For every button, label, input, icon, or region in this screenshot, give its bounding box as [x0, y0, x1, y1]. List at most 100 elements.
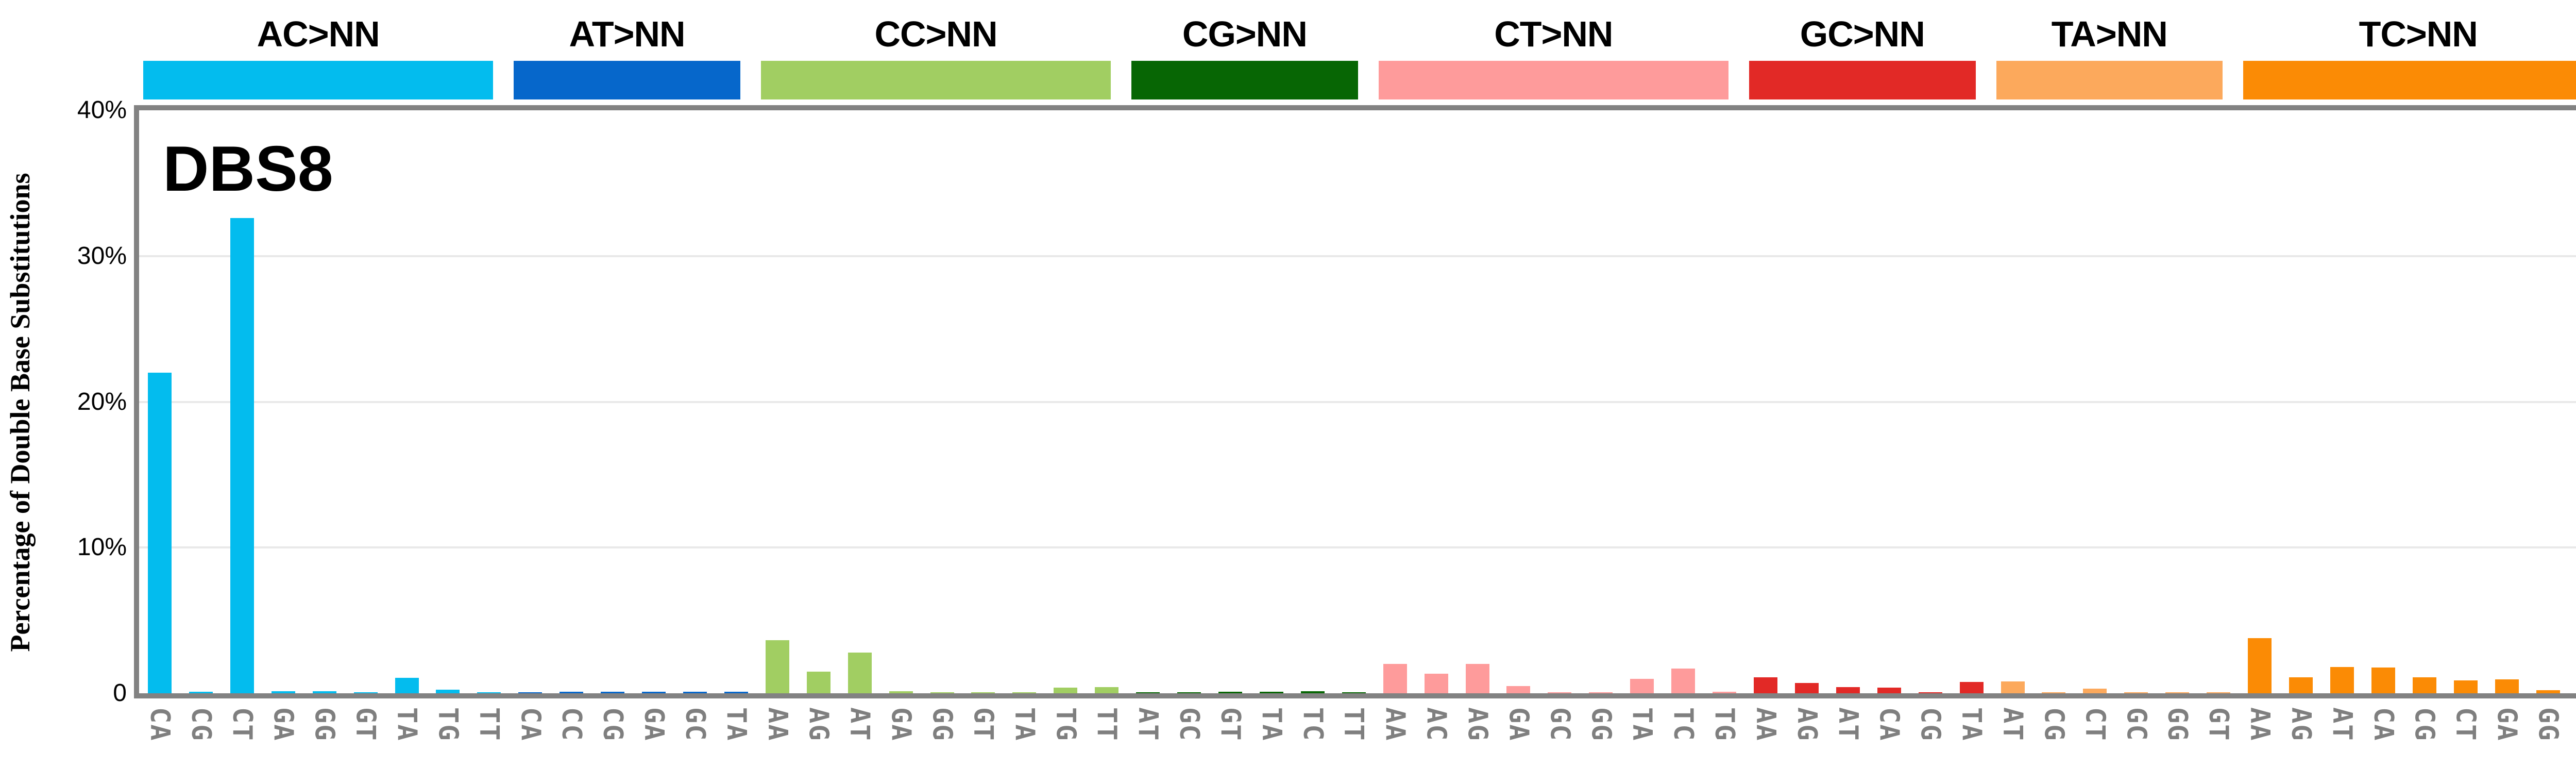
- y-tick-label-10%: 10%: [77, 533, 127, 561]
- x-tick-label-CT>NN-GA: GA: [1503, 707, 1534, 742]
- bar-GC>NN-CA: [1877, 688, 1901, 693]
- bar-AC>NN-GA: [271, 691, 295, 693]
- y-tick-label-0: 0: [113, 679, 127, 707]
- bar-AC>NN-TA: [395, 678, 419, 693]
- x-tick-label-CG>NN-TC: TC: [1297, 707, 1328, 742]
- x-tick-label-CT>NN-TA: TA: [1626, 707, 1658, 742]
- bar-GC>NN-AA: [1753, 677, 1777, 693]
- x-tick-label-TC>NN-CT: CT: [2450, 707, 2481, 742]
- x-tick-label-TA>NN-GC: GC: [2121, 707, 2152, 742]
- bar-TC>NN-GA: [2495, 679, 2519, 693]
- x-tick-label-CG>NN-TA: TA: [1256, 707, 1287, 742]
- bar-CT>NN-TG: [1713, 692, 1737, 693]
- x-tick-label-TC>NN-GA: GA: [2491, 707, 2522, 742]
- x-tick-label-CG>NN-AT: AT: [1132, 707, 1164, 742]
- x-tick-label-AT>NN-CG: CG: [597, 707, 629, 742]
- x-tick-label-GC>NN-TA: TA: [1956, 707, 1987, 742]
- bar-TC>NN-GG: [2536, 690, 2560, 693]
- x-tick-label-AC>NN-GG: GG: [309, 707, 340, 742]
- gridline-30%: [139, 255, 2576, 257]
- group-header-label-AC>NN: AC>NN: [257, 14, 380, 54]
- x-tick-label-AC>NN-TT: TT: [473, 707, 505, 742]
- x-tick-label-AC>NN-CG: CG: [185, 707, 216, 742]
- bar-CT>NN-GG: [1589, 692, 1613, 693]
- x-tick-label-CC>NN-TA: TA: [1009, 707, 1040, 742]
- x-tick-label-CC>NN-AT: AT: [844, 707, 875, 742]
- bar-CT>NN-AA: [1383, 664, 1407, 693]
- x-tick-label-TA>NN-AT: AT: [1997, 707, 2028, 742]
- bar-AC>NN-GT: [353, 692, 378, 693]
- signature-title: DBS8: [163, 134, 333, 205]
- bar-CC>NN-TA: [1012, 692, 1037, 693]
- x-tick-label-AC>NN-GT: GT: [350, 707, 381, 742]
- x-tick-label-GC>NN-AT: AT: [1832, 707, 1863, 742]
- bar-AC>NN-GG: [312, 691, 336, 693]
- bar-AC>NN-CA: [147, 372, 172, 693]
- x-tick-label-GC>NN-AG: AG: [1791, 707, 1822, 742]
- x-tick-label-TC>NN-CA: CA: [2367, 707, 2399, 742]
- bar-CG>NN-TT: [1342, 692, 1366, 693]
- bar-GC>NN-TA: [1959, 681, 1984, 693]
- bar-CT>NN-GC: [1548, 692, 1572, 693]
- bar-TC>NN-CA: [2371, 668, 2395, 693]
- bar-TC>NN-AT: [2330, 667, 2354, 693]
- group-header-label-TC>NN: TC>NN: [2359, 14, 2478, 54]
- group-color-bar-TC>NN: [2243, 61, 2576, 99]
- x-tick-label-CC>NN-AA: AA: [761, 707, 793, 742]
- x-tick-label-CT>NN-GC: GC: [1544, 707, 1575, 742]
- bar-CC>NN-AT: [848, 652, 872, 693]
- bar-CC>NN-AA: [765, 640, 789, 693]
- x-tick-label-GC>NN-CA: CA: [1873, 707, 1905, 742]
- bar-TA>NN-GC: [2124, 692, 2148, 693]
- bar-CG>NN-GC: [1177, 692, 1201, 693]
- x-tick-label-TC>NN-GT: GT: [2573, 707, 2576, 742]
- group-color-bar-CC>NN: [760, 61, 1111, 99]
- x-tick-label-CC>NN-GG: GG: [926, 707, 958, 742]
- bar-AT>NN-CA: [518, 692, 543, 693]
- y-tick-label-20%: 20%: [77, 388, 127, 415]
- bar-CC>NN-GT: [971, 692, 995, 693]
- x-tick-label-TC>NN-AG: AG: [2285, 707, 2316, 742]
- gridline-20%: [139, 401, 2576, 403]
- x-tick-label-AC>NN-TA: TA: [391, 707, 422, 742]
- y-tick-label-30%: 30%: [77, 242, 127, 270]
- x-tick-label-CC>NN-GA: GA: [885, 707, 917, 742]
- bar-AC>NN-TG: [436, 689, 460, 693]
- x-tick-label-AT>NN-GC: GC: [679, 707, 710, 742]
- x-tick-label-CT>NN-TG: TG: [1709, 707, 1740, 742]
- bar-GC>NN-CG: [1918, 692, 1942, 693]
- group-color-bar-TA>NN: [1996, 61, 2223, 99]
- bar-CT>NN-GA: [1506, 686, 1531, 693]
- x-tick-label-TC>NN-GG: GG: [2532, 707, 2564, 742]
- bar-CG>NN-TA: [1259, 692, 1283, 693]
- bar-CG>NN-GT: [1218, 692, 1242, 693]
- bar-CT>NN-TA: [1630, 678, 1654, 693]
- bar-CC>NN-AG: [806, 671, 831, 693]
- x-tick-label-AT>NN-TA: TA: [720, 707, 752, 742]
- bar-AT>NN-GA: [642, 692, 666, 693]
- group-color-bar-AT>NN: [514, 61, 740, 99]
- group-header-label-CC>NN: CC>NN: [874, 14, 997, 54]
- bar-CG>NN-AT: [1136, 692, 1160, 693]
- x-tick-label-CG>NN-TT: TT: [1338, 707, 1369, 742]
- bar-CT>NN-AC: [1424, 673, 1448, 693]
- x-tick-label-CT>NN-GG: GG: [1585, 707, 1617, 742]
- bar-CC>NN-TG: [1054, 687, 1078, 693]
- x-tick-label-CT>NN-AC: AC: [1420, 707, 1452, 742]
- bar-CC>NN-TT: [1095, 687, 1119, 693]
- bar-AT>NN-GC: [683, 692, 707, 693]
- bar-TC>NN-AA: [2248, 638, 2272, 693]
- bar-TA>NN-GT: [2207, 692, 2231, 693]
- plot-area: DBS8: [134, 105, 2576, 698]
- x-tick-label-TC>NN-AA: AA: [2244, 707, 2276, 742]
- group-header-label-TA>NN: TA>NN: [2051, 14, 2168, 54]
- x-tick-label-CG>NN-GC: GC: [1174, 707, 1205, 742]
- group-color-bar-CG>NN: [1131, 61, 1358, 99]
- gridline-10%: [139, 546, 2576, 549]
- bar-TA>NN-CG: [2042, 692, 2066, 693]
- bar-AT>NN-CG: [601, 691, 625, 693]
- x-tick-label-CT>NN-AA: AA: [1379, 707, 1411, 742]
- y-tick-label-40%: 40%: [77, 96, 127, 124]
- x-tick-label-TA>NN-GG: GG: [2162, 707, 2193, 742]
